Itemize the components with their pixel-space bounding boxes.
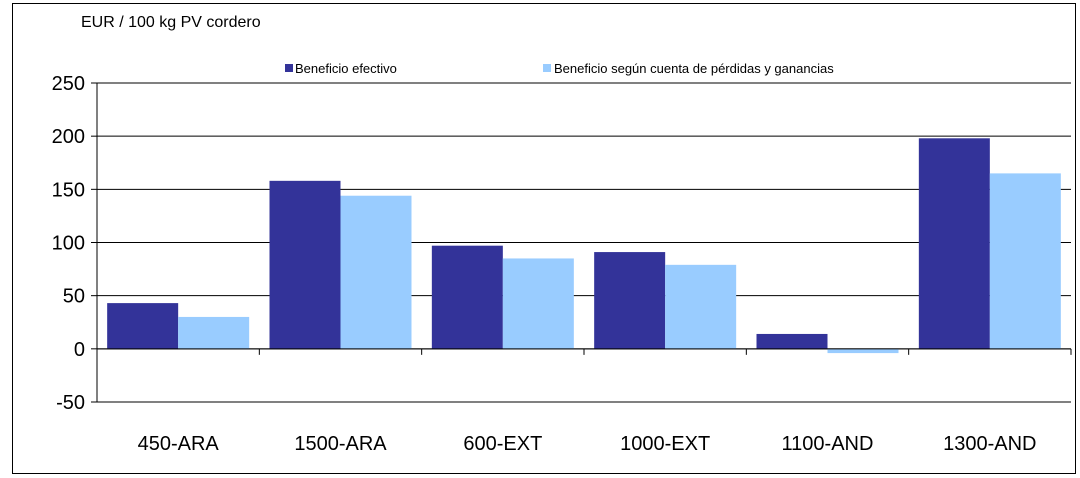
legend: Beneficio efectivo Beneficio según cuent… — [285, 61, 834, 76]
bar-1100-and-beneficio-efectivo — [756, 333, 828, 349]
bar-1500-ara-beneficio-cuenta — [340, 195, 412, 349]
bar-1500-ara-beneficio-efectivo — [269, 180, 341, 349]
legend-swatch-beneficio-segun-cuenta — [543, 64, 551, 72]
legend-label-beneficio-efectivo: Beneficio efectivo — [295, 61, 397, 76]
x-category-label: 1000-EXT — [620, 433, 710, 455]
bar-600-ext-beneficio-efectivo — [431, 245, 503, 349]
bar-1000-ext-beneficio-efectivo — [594, 252, 666, 349]
chart-frame: EUR / 100 kg PV cordero Beneficio efecti… — [12, 3, 1076, 474]
legend-swatch-beneficio-efectivo — [285, 64, 293, 72]
y-tick-label: 250 — [52, 73, 85, 95]
bar-1000-ext-beneficio-cuenta — [665, 264, 737, 349]
x-category-label: 1500-ARA — [294, 433, 387, 455]
bars — [107, 138, 1061, 354]
x-category-labels: 450-ARA 1500-ARA 600-EXT 1000-EXT 1100-AND 13… — [138, 433, 1037, 455]
y-tick-labels: -50 0 50 100 150 200 250 — [52, 73, 85, 414]
legend-label-beneficio-segun-cuenta: Beneficio según cuenta de pérdidas y gan… — [554, 61, 834, 76]
x-category-label: 1100-AND — [782, 433, 874, 455]
bar-chart: EUR / 100 kg PV cordero Beneficio efecti… — [52, 14, 1072, 455]
y-tick-label: 50 — [63, 286, 85, 308]
bar-600-ext-beneficio-cuenta — [502, 258, 574, 349]
axes — [91, 82, 1072, 403]
x-category-label: 450-ARA — [138, 433, 220, 455]
bar-1100-and-beneficio-cuenta — [827, 348, 899, 354]
bar-1300-and-beneficio-cuenta — [989, 173, 1061, 349]
y-tick-label: 200 — [52, 126, 85, 148]
y-tick-label: 100 — [52, 233, 85, 255]
y-unit-label: EUR / 100 kg PV cordero — [81, 14, 261, 31]
bar-450-ara-beneficio-efectivo — [107, 303, 179, 349]
x-category-label: 600-EXT — [463, 433, 542, 455]
y-tick-label: -50 — [56, 392, 85, 414]
y-tick-label: 0 — [74, 339, 85, 361]
y-tick-label: 150 — [52, 179, 85, 201]
x-category-label: 1300-AND — [943, 433, 1036, 455]
bar-450-ara-beneficio-cuenta — [178, 316, 250, 349]
bar-1300-and-beneficio-efectivo — [918, 138, 990, 349]
